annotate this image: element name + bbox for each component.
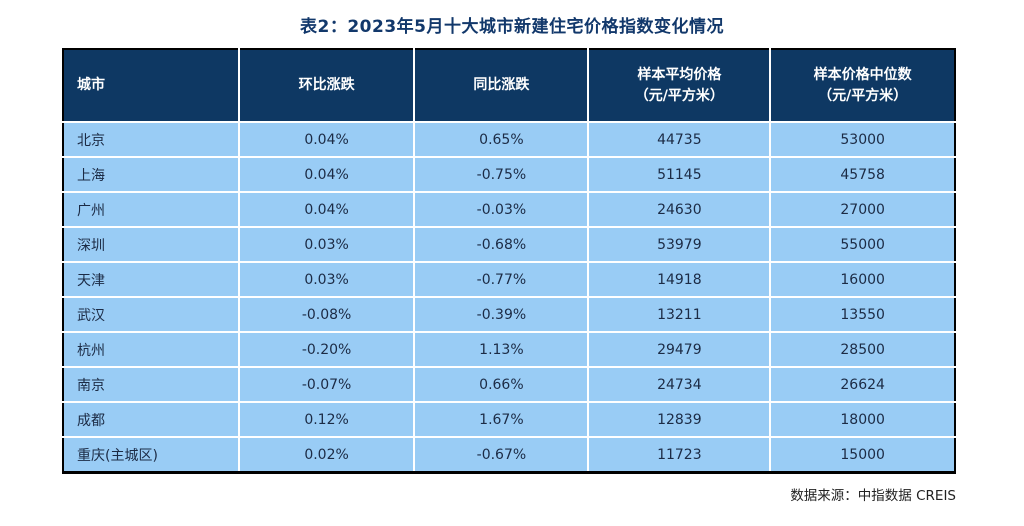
city-cell: 北京 [63, 121, 240, 157]
city-cell: 南京 [63, 366, 240, 402]
table-row: 北京 0.04% 0.65% 44735 53000 [63, 121, 955, 157]
column-header-label: 环比涨跌 [298, 77, 355, 94]
table-body: 北京 0.04% 0.65% 44735 53000 上海 0.04% -0.7… [63, 121, 955, 473]
city-cell: 上海 [63, 156, 240, 192]
city-cell: 广州 [63, 191, 240, 227]
avg-price-cell: 11723 [588, 436, 772, 473]
mom-change-cell: -0.20% [238, 331, 416, 367]
table-row: 深圳 0.03% -0.68% 53979 55000 [63, 226, 955, 262]
yoy-change-cell: 0.66% [414, 366, 590, 402]
median-price-cell: 27000 [770, 191, 955, 227]
data-source-note: 数据来源：中指数据 CREIS [790, 488, 956, 504]
median-price-cell: 15000 [770, 436, 955, 473]
mom-change-cell: -0.08% [238, 296, 416, 332]
yoy-change-cell: 1.67% [414, 401, 590, 437]
mom-change-cell: 0.04% [238, 191, 416, 227]
column-header-unit: （元/平方米） [634, 87, 724, 104]
table-header-row: 城市 环比涨跌 同比涨跌 样本平均价格 （元/平方米） 样本价格中位数 （元/平… [63, 49, 955, 122]
column-header-median-price: 样本价格中位数 （元/平方米） [770, 49, 955, 122]
mom-change-cell: 0.03% [238, 261, 416, 297]
price-index-table-container: 城市 环比涨跌 同比涨跌 样本平均价格 （元/平方米） 样本价格中位数 （元/平… [62, 48, 956, 474]
avg-price-cell: 44735 [588, 121, 772, 157]
table-row: 成都 0.12% 1.67% 12839 18000 [63, 401, 955, 437]
yoy-change-cell: -0.75% [414, 156, 590, 192]
city-cell: 武汉 [63, 296, 240, 332]
city-cell: 成都 [63, 401, 240, 437]
median-price-cell: 53000 [770, 121, 955, 157]
median-price-cell: 13550 [770, 296, 955, 332]
mom-change-cell: 0.04% [238, 121, 416, 157]
column-header-label: 样本价格中位数 [813, 67, 912, 84]
table-row: 广州 0.04% -0.03% 24630 27000 [63, 191, 955, 227]
avg-price-cell: 13211 [588, 296, 772, 332]
column-header-city: 城市 [63, 49, 240, 122]
mom-change-cell: -0.07% [238, 366, 416, 402]
column-header-label: 城市 [77, 77, 105, 94]
median-price-cell: 55000 [770, 226, 955, 262]
median-price-cell: 45758 [770, 156, 955, 192]
table-row: 南京 -0.07% 0.66% 24734 26624 [63, 366, 955, 402]
mom-change-cell: 0.12% [238, 401, 416, 437]
mom-change-cell: 0.02% [238, 436, 416, 473]
avg-price-cell: 24630 [588, 191, 772, 227]
yoy-change-cell: -0.39% [414, 296, 590, 332]
city-cell: 杭州 [63, 331, 240, 367]
column-header-label: 同比涨跌 [473, 77, 530, 94]
table-row: 重庆(主城区) 0.02% -0.67% 11723 15000 [63, 436, 955, 473]
column-header-yoy-change: 同比涨跌 [414, 49, 590, 122]
yoy-change-cell: -0.03% [414, 191, 590, 227]
table-row: 杭州 -0.20% 1.13% 29479 28500 [63, 331, 955, 367]
yoy-change-cell: 1.13% [414, 331, 590, 367]
column-header-avg-price: 样本平均价格 （元/平方米） [588, 49, 772, 122]
median-price-cell: 26624 [770, 366, 955, 402]
avg-price-cell: 12839 [588, 401, 772, 437]
yoy-change-cell: -0.77% [414, 261, 590, 297]
avg-price-cell: 29479 [588, 331, 772, 367]
avg-price-cell: 51145 [588, 156, 772, 192]
table-row: 天津 0.03% -0.77% 14918 16000 [63, 261, 955, 297]
city-cell: 天津 [63, 261, 240, 297]
yoy-change-cell: 0.65% [414, 121, 590, 157]
column-header-label: 样本平均价格 [637, 67, 722, 84]
yoy-change-cell: -0.67% [414, 436, 590, 473]
mom-change-cell: 0.03% [238, 226, 416, 262]
city-cell: 深圳 [63, 226, 240, 262]
avg-price-cell: 14918 [588, 261, 772, 297]
avg-price-cell: 24734 [588, 366, 772, 402]
column-header-mom-change: 环比涨跌 [238, 49, 416, 122]
page-title: 表2：2023年5月十大城市新建住宅价格指数变化情况 [300, 17, 724, 37]
price-index-table: 城市 环比涨跌 同比涨跌 样本平均价格 （元/平方米） 样本价格中位数 （元/平… [62, 48, 956, 474]
table-row: 武汉 -0.08% -0.39% 13211 13550 [63, 296, 955, 332]
median-price-cell: 28500 [770, 331, 955, 367]
median-price-cell: 16000 [770, 261, 955, 297]
city-cell: 重庆(主城区) [63, 436, 240, 473]
avg-price-cell: 53979 [588, 226, 772, 262]
mom-change-cell: 0.04% [238, 156, 416, 192]
table-row: 上海 0.04% -0.75% 51145 45758 [63, 156, 955, 192]
column-header-unit: （元/平方米） [818, 87, 908, 104]
yoy-change-cell: -0.68% [414, 226, 590, 262]
median-price-cell: 18000 [770, 401, 955, 437]
